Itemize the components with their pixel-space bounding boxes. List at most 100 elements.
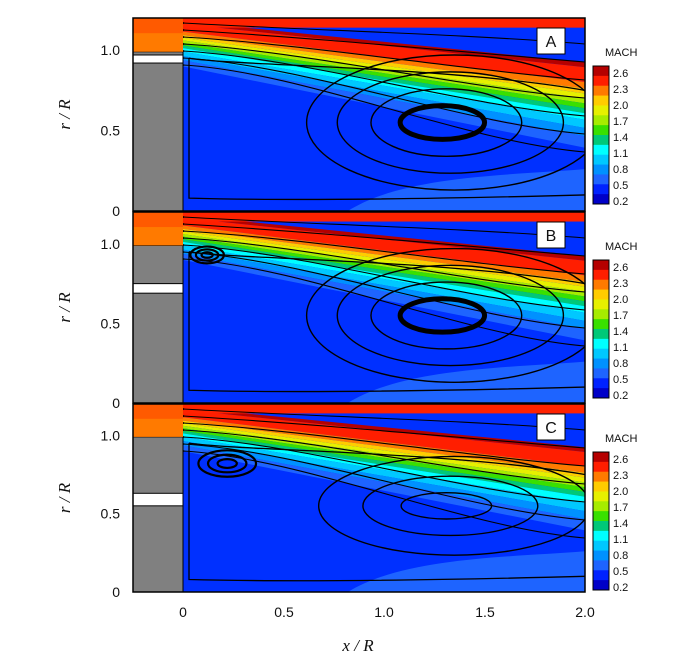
colorbar-swatch: [593, 378, 609, 389]
y-tick-1.0: 1.0: [101, 427, 121, 443]
colorbar-swatch: [593, 521, 609, 532]
mach-band: [183, 217, 585, 276]
colorbar-title: MACH: [605, 47, 637, 59]
colorbar-swatch: [593, 115, 609, 126]
recirculation-loop: [370, 88, 523, 158]
colorbar-level: 0.8: [613, 550, 628, 562]
plot-frame: [132, 17, 586, 212]
colorbar-swatch: [593, 511, 609, 522]
colorbar-level: 1.1: [613, 148, 628, 160]
x-tick-2.0: 2.0: [575, 604, 595, 620]
streamline: [183, 34, 585, 81]
panels: 0 0.5 1.0 r / R A MACH 2.6 2.3 2.0 1.7 1.4 1.1 0.8 0.…: [55, 17, 637, 600]
colorbar-level: 0.2: [613, 390, 628, 402]
colorbar-level: 2.0: [613, 486, 628, 498]
panel-B: 0 0.5 1.0 r / R B MACH 2.6 2.3 2.0 1.7 1.4 1.1 0.8 0.…: [55, 211, 637, 411]
colorbar: MACH 2.6 2.3 2.0 1.7 1.4 1.1 0.8 0.5 0.2: [592, 241, 637, 402]
colorbar-swatch: [593, 279, 609, 291]
mach-band: [183, 231, 585, 292]
corner-vortex: [194, 248, 220, 262]
colorbar-swatch: [593, 135, 609, 146]
colorbar-swatch: [593, 348, 609, 360]
colorbar-swatch: [593, 289, 609, 300]
mach-band: [183, 239, 585, 307]
colorbar-swatch: [593, 570, 609, 581]
panel-label-B: B: [536, 221, 566, 249]
slot: [132, 283, 184, 294]
recirculation-loop: [305, 54, 585, 191]
y-axis-label: r / R: [55, 292, 74, 323]
recirculation-loop: [336, 264, 565, 367]
mach-band: [183, 35, 585, 94]
recirculation-loop: [336, 71, 565, 174]
mach-band: [183, 436, 585, 512]
streamline: [183, 420, 585, 467]
colorbar-swatch: [593, 95, 609, 106]
colorbar-level: 2.3: [613, 84, 628, 96]
plot-frame: [132, 211, 586, 404]
colorbar-swatch: [593, 174, 609, 185]
svg-text:B: B: [546, 228, 557, 245]
colorbar-swatch: [593, 491, 609, 502]
colorbar-level: 1.1: [613, 534, 628, 546]
colorbar-level: 1.4: [613, 518, 628, 530]
colorbar-swatch: [593, 329, 609, 340]
recirculation-loop: [305, 247, 585, 383]
colorbar-swatch: [593, 461, 609, 473]
colorbar-level: 2.6: [613, 262, 628, 274]
plot-frame: [132, 403, 586, 593]
colorbar-swatch: [593, 144, 609, 156]
colorbar-level: 0.2: [613, 582, 628, 594]
panel-A: 0 0.5 1.0 r / R A MACH 2.6 2.3 2.0 1.7 1.4 1.1 0.8 0.…: [55, 17, 637, 219]
colorbar-level: 2.6: [613, 68, 628, 80]
recirculation-loop: [362, 475, 539, 537]
colorbar-level: 0.5: [613, 374, 628, 386]
colorbar-level: 0.8: [613, 164, 628, 176]
colorbar-level: 1.7: [613, 502, 628, 514]
streamline: [183, 41, 585, 99]
mach-band: [183, 420, 585, 478]
y-tick-0: 0: [112, 203, 120, 219]
colorbar-swatch: [593, 66, 609, 77]
colorbar-swatch: [593, 388, 609, 399]
separatrix: [188, 442, 585, 582]
streamline: [183, 48, 585, 117]
colorbar-swatch: [593, 530, 609, 542]
y-axis-label: r / R: [55, 482, 74, 513]
colorbar-level: 2.0: [613, 294, 628, 306]
panel-label-C: C: [536, 413, 566, 441]
mach-band: [183, 241, 585, 313]
svg-text:A: A: [546, 34, 557, 51]
streamline: [183, 221, 585, 257]
colorbar-level: 2.3: [613, 470, 628, 482]
mach-band: [183, 245, 585, 321]
colorbar-level: 0.5: [613, 180, 628, 192]
recirculation-loop: [400, 491, 493, 520]
y-tick-1.0: 1.0: [101, 236, 121, 252]
colorbar-level: 0.8: [613, 358, 628, 370]
colorbar-swatch: [593, 358, 609, 369]
colorbar-swatch: [593, 194, 609, 205]
colorbar-level: 0.2: [613, 196, 628, 208]
corner-vortex: [216, 458, 238, 470]
colorbar-level: 1.7: [613, 310, 628, 322]
colorbar-swatch: [593, 154, 609, 166]
mach-band: [183, 407, 585, 453]
colorbar-swatch: [593, 338, 609, 350]
colorbar-level: 1.4: [613, 132, 628, 144]
streamline: [183, 441, 585, 521]
colorbar-swatch: [593, 299, 609, 310]
colorbar-title: MACH: [605, 433, 637, 445]
colorbar-level: 0.5: [613, 566, 628, 578]
colorbar-swatch: [593, 501, 609, 512]
colorbar-title: MACH: [605, 241, 637, 253]
colorbar-swatch: [593, 580, 609, 591]
x-axis-label: x / R: [341, 636, 374, 655]
streamline: [183, 20, 585, 45]
y-tick-0.5: 0.5: [101, 123, 121, 139]
colorbar-swatch: [593, 560, 609, 571]
slot: [132, 492, 184, 507]
y-axis-label: r / R: [55, 99, 74, 130]
colorbar-level: 2.3: [613, 278, 628, 290]
colorbar-swatch: [593, 452, 609, 463]
